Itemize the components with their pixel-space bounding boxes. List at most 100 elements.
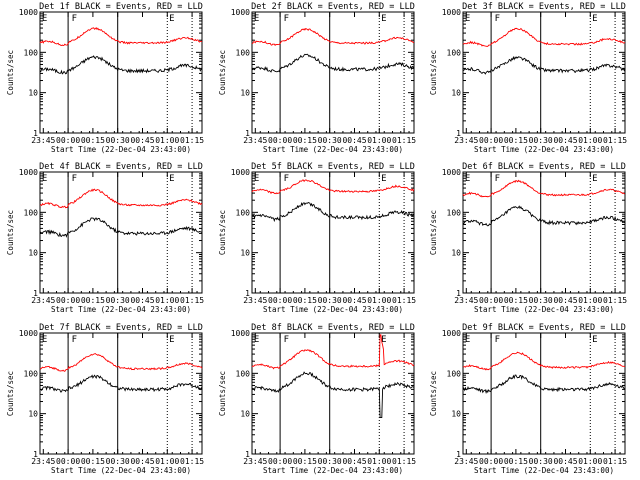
y-tick-label: 100 xyxy=(236,369,251,378)
x-tick-label: 23:45 xyxy=(454,136,478,145)
y-axis-label: Counts/sec xyxy=(218,50,227,95)
flag-label: E xyxy=(169,174,174,184)
y-tick-label: 1 xyxy=(245,129,250,138)
events-series-line xyxy=(251,53,415,73)
x-axis-label: Start Time (22-Dec-04 23:43:00) xyxy=(474,145,614,154)
x-tick-label: 00:30 xyxy=(318,136,342,145)
x-tick-label: 01:15 xyxy=(603,296,627,305)
x-tick-label: 23:45 xyxy=(243,136,267,145)
x-tick-label: 00:15 xyxy=(504,457,528,466)
flag-label: F xyxy=(495,335,500,345)
x-tick-label: 00:15 xyxy=(81,136,105,145)
y-tick-label: 100 xyxy=(24,48,39,57)
lld-series-line xyxy=(462,179,626,198)
x-tick-label: 00:45 xyxy=(553,457,577,466)
y-tick-label: 1 xyxy=(456,289,461,298)
x-tick-label: 01:00 xyxy=(367,296,391,305)
lld-series-line xyxy=(251,334,415,370)
y-tick-label: 1 xyxy=(456,450,461,459)
plot-frame xyxy=(462,11,626,134)
events-series-line xyxy=(462,205,626,227)
flag-label: F xyxy=(72,174,77,184)
y-tick-label: 10 xyxy=(240,89,250,98)
x-tick-label: 01:15 xyxy=(180,136,204,145)
detector-panel: Det 8f BLACK = Events, RED = LLD E F E 1 10 10… xyxy=(218,323,416,475)
y-tick-label: 1000 xyxy=(19,329,38,338)
panel-title: Det 6f BLACK = Events, RED = LLD xyxy=(462,162,626,172)
panel-title: Det 2f BLACK = Events, RED = LLD xyxy=(251,2,415,12)
x-tick-label: 00:15 xyxy=(293,457,317,466)
x-axis-label: Start Time (22-Dec-04 23:43:00) xyxy=(263,145,403,154)
x-tick-label: 00:15 xyxy=(81,457,105,466)
y-tick-label: 10 xyxy=(451,249,461,258)
y-tick-label: 10 xyxy=(240,249,250,258)
y-tick-label: 1000 xyxy=(442,168,461,177)
flag-label: F xyxy=(284,14,289,24)
x-tick-label: 00:15 xyxy=(504,296,528,305)
events-series-line xyxy=(462,55,626,75)
flag-label: F xyxy=(284,174,289,184)
flag-label: E xyxy=(592,335,597,345)
plot-frame xyxy=(39,11,203,134)
x-axis-label: Start Time (22-Dec-04 23:43:00) xyxy=(474,466,614,475)
y-tick-label: 1000 xyxy=(231,8,250,17)
y-tick-label: 10 xyxy=(28,249,38,258)
x-tick-label: 23:45 xyxy=(454,296,478,305)
x-tick-label: 00:00 xyxy=(268,296,292,305)
x-tick-label: 23:45 xyxy=(31,296,55,305)
y-tick-label: 100 xyxy=(236,48,251,57)
x-tick-label: 01:15 xyxy=(603,457,627,466)
x-tick-label: 00:00 xyxy=(56,136,80,145)
y-axis-label: Counts/sec xyxy=(218,210,227,255)
flag-label: E xyxy=(254,174,259,184)
flag-label: E xyxy=(42,335,47,345)
events-series-line xyxy=(251,371,415,419)
x-tick-label: 01:00 xyxy=(155,136,179,145)
x-tick-label: 23:45 xyxy=(243,296,267,305)
x-tick-label: 00:00 xyxy=(479,136,503,145)
y-tick-label: 1000 xyxy=(442,8,461,17)
x-tick-label: 00:45 xyxy=(553,296,577,305)
panel-title: Det 4f BLACK = Events, RED = LLD xyxy=(39,162,203,172)
x-tick-label: 01:15 xyxy=(392,136,416,145)
y-tick-label: 1 xyxy=(456,129,461,138)
y-tick-label: 1 xyxy=(245,450,250,459)
y-tick-label: 10 xyxy=(451,89,461,98)
flag-label: E xyxy=(42,14,47,24)
y-tick-label: 1000 xyxy=(19,168,38,177)
detector-panel: Det 1f BLACK = Events, RED = LLD E F E 1 10 10… xyxy=(6,2,204,154)
panel-title: Det 7f BLACK = Events, RED = LLD xyxy=(39,323,203,333)
x-tick-label: 01:00 xyxy=(578,136,602,145)
x-axis-label: Start Time (22-Dec-04 23:43:00) xyxy=(474,305,614,314)
lld-series-line xyxy=(39,188,203,209)
flag-label: F xyxy=(495,14,500,24)
x-tick-label: 00:45 xyxy=(553,136,577,145)
flag-label: E xyxy=(381,335,386,345)
y-tick-label: 10 xyxy=(451,410,461,419)
plot-frame xyxy=(39,332,203,455)
y-tick-label: 1 xyxy=(33,450,38,459)
flag-label: E xyxy=(169,14,174,24)
panel-title: Det 8f BLACK = Events, RED = LLD xyxy=(251,323,415,333)
panel-title: Det 9f BLACK = Events, RED = LLD xyxy=(462,323,626,333)
x-tick-label: 01:00 xyxy=(578,457,602,466)
lld-series-line xyxy=(39,27,203,46)
lld-series-line xyxy=(462,27,626,47)
x-tick-label: 00:00 xyxy=(479,296,503,305)
x-tick-label: 00:30 xyxy=(318,457,342,466)
plot-frame xyxy=(462,332,626,455)
y-tick-label: 100 xyxy=(447,48,462,57)
y-axis-label: Counts/sec xyxy=(429,210,438,255)
flag-label: F xyxy=(284,335,289,345)
plot-frame xyxy=(251,171,415,294)
flag-label: F xyxy=(495,174,500,184)
y-axis-label: Counts/sec xyxy=(429,371,438,416)
y-tick-label: 100 xyxy=(447,208,462,217)
y-tick-label: 1000 xyxy=(231,329,250,338)
y-tick-label: 100 xyxy=(24,208,39,217)
x-axis-label: Start Time (22-Dec-04 23:43:00) xyxy=(263,466,403,475)
x-tick-label: 01:00 xyxy=(155,457,179,466)
lld-series-line xyxy=(39,353,203,372)
flag-label: F xyxy=(72,335,77,345)
y-tick-label: 10 xyxy=(28,89,38,98)
